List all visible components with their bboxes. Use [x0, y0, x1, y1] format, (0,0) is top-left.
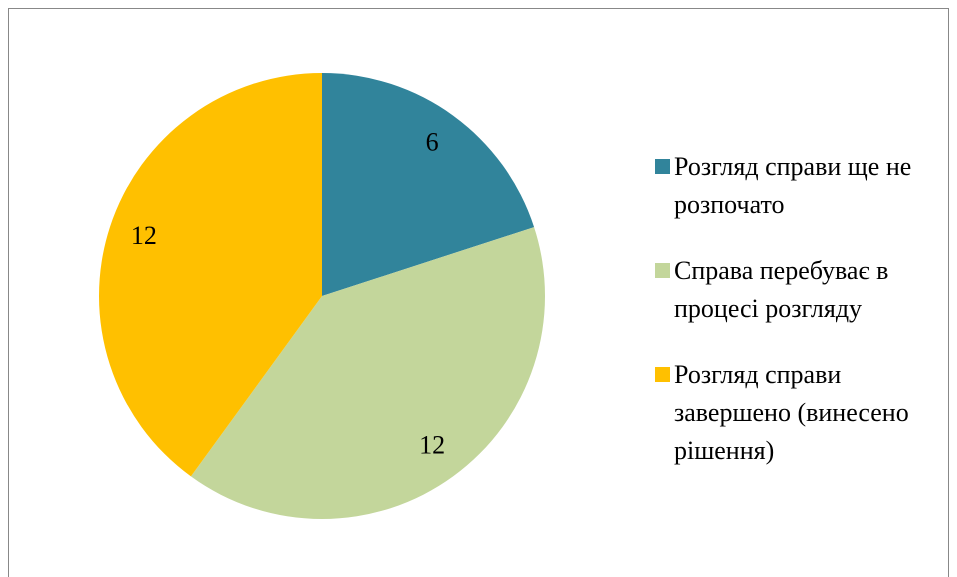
legend-item: Справа перебуває в процесі розгляду: [655, 252, 945, 328]
pie-slice: [99, 73, 322, 477]
pie-slice: [322, 73, 535, 296]
data-label: 12: [419, 431, 445, 460]
legend-label: Розгляд справи ще не розпочато: [674, 152, 912, 219]
data-label: 12: [131, 221, 157, 250]
pie-slice: [190, 227, 545, 520]
data-label: 6: [426, 127, 439, 156]
legend: Розгляд справи ще не розпочато Справа пер…: [655, 148, 945, 498]
legend-label: Розгляд справи завершено (винесено рішен…: [674, 360, 909, 465]
legend-item: Розгляд справи ще не розпочато: [655, 148, 945, 224]
legend-swatch: [655, 367, 670, 382]
legend-item: Розгляд справи завершено (винесено рішен…: [655, 356, 945, 470]
legend-label: Справа перебуває в процесі розгляду: [674, 256, 889, 323]
legend-swatch: [655, 159, 670, 174]
legend-swatch: [655, 263, 670, 278]
